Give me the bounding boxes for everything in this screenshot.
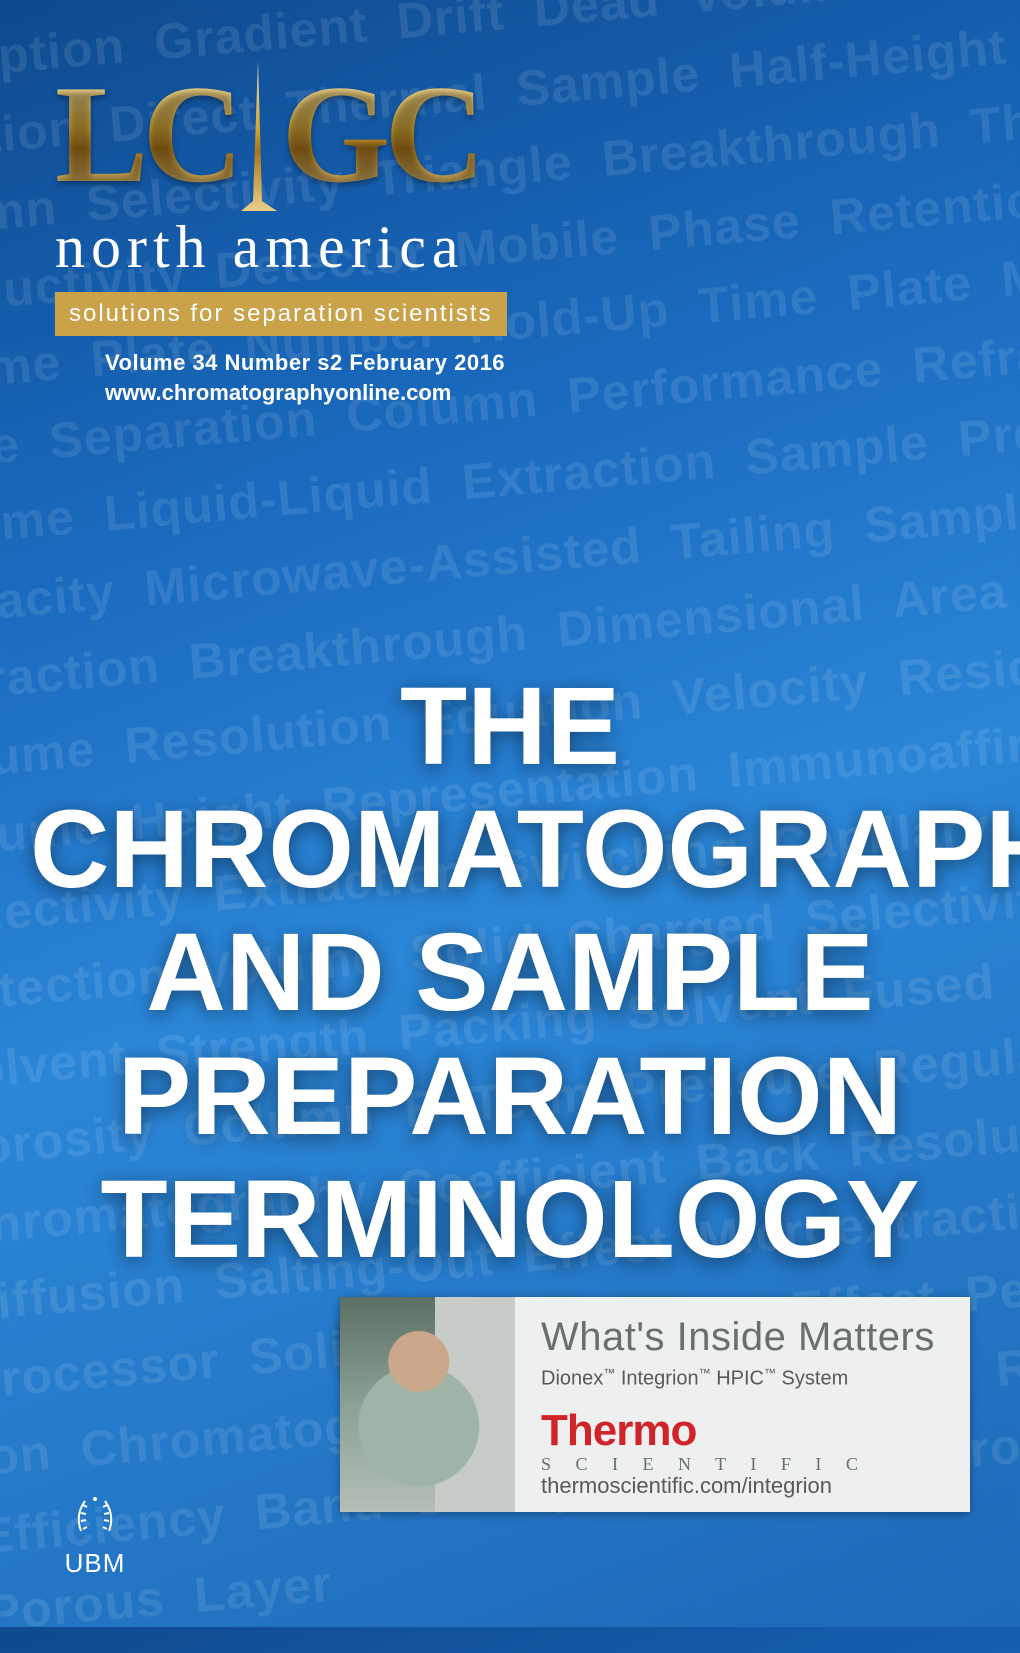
ad-copy: What's Inside Matters Dionex™ Integrion™… <box>515 1297 970 1512</box>
thermo-wordmark: Thermo <box>541 1409 696 1453</box>
logo-region: north america <box>55 213 535 282</box>
magazine-logo: LC GC <box>55 55 535 205</box>
publisher-name: UBM <box>55 1548 135 1579</box>
ad-word-integrion: Integrion <box>615 1368 698 1390</box>
logo-gc: GC <box>281 65 479 205</box>
advertisement: What's Inside Matters Dionex™ Integrion™… <box>340 1297 970 1512</box>
cover-title-line2: AND SAMPLE PREPARATION <box>118 911 902 1157</box>
ad-word-hpic: HPIC <box>711 1368 764 1390</box>
website-url: www.chromatographyonline.com <box>105 380 535 406</box>
ad-photo <box>340 1297 515 1512</box>
ad-word-dionex: Dionex <box>541 1368 603 1390</box>
ad-url: thermoscientific.com/integrion <box>541 1473 944 1499</box>
chromatogram-peak-icon <box>241 53 277 213</box>
logo-tagline: solutions for separation scientists <box>55 292 507 336</box>
thermo-logo: Thermo S C I E N T I F I C <box>541 1409 944 1473</box>
logo-lc: LC <box>55 65 237 205</box>
thermo-scientific-tag: S C I E N T I F I C <box>541 1455 944 1473</box>
ubm-wreath-icon <box>71 1491 119 1539</box>
cover-title-line1: THE CHROMATOGRAPHY <box>30 665 1020 911</box>
tm-icon: ™ <box>699 1366 711 1380</box>
issue-line: Volume 34 Number s2 February 2016 <box>105 350 535 376</box>
tm-icon: ™ <box>603 1366 615 1380</box>
ad-headline: What's Inside Matters <box>541 1315 944 1360</box>
publisher-mark: UBM <box>55 1491 135 1579</box>
cover-title: THE CHROMATOGRAPHY AND SAMPLE PREPARATIO… <box>0 665 1020 1404</box>
tm-icon: ™ <box>764 1366 776 1380</box>
ad-word-system: System <box>776 1368 848 1390</box>
ad-subline: Dionex™ Integrion™ HPIC™ System <box>541 1366 944 1391</box>
masthead: LC GC north america solutions for separa… <box>55 55 535 406</box>
